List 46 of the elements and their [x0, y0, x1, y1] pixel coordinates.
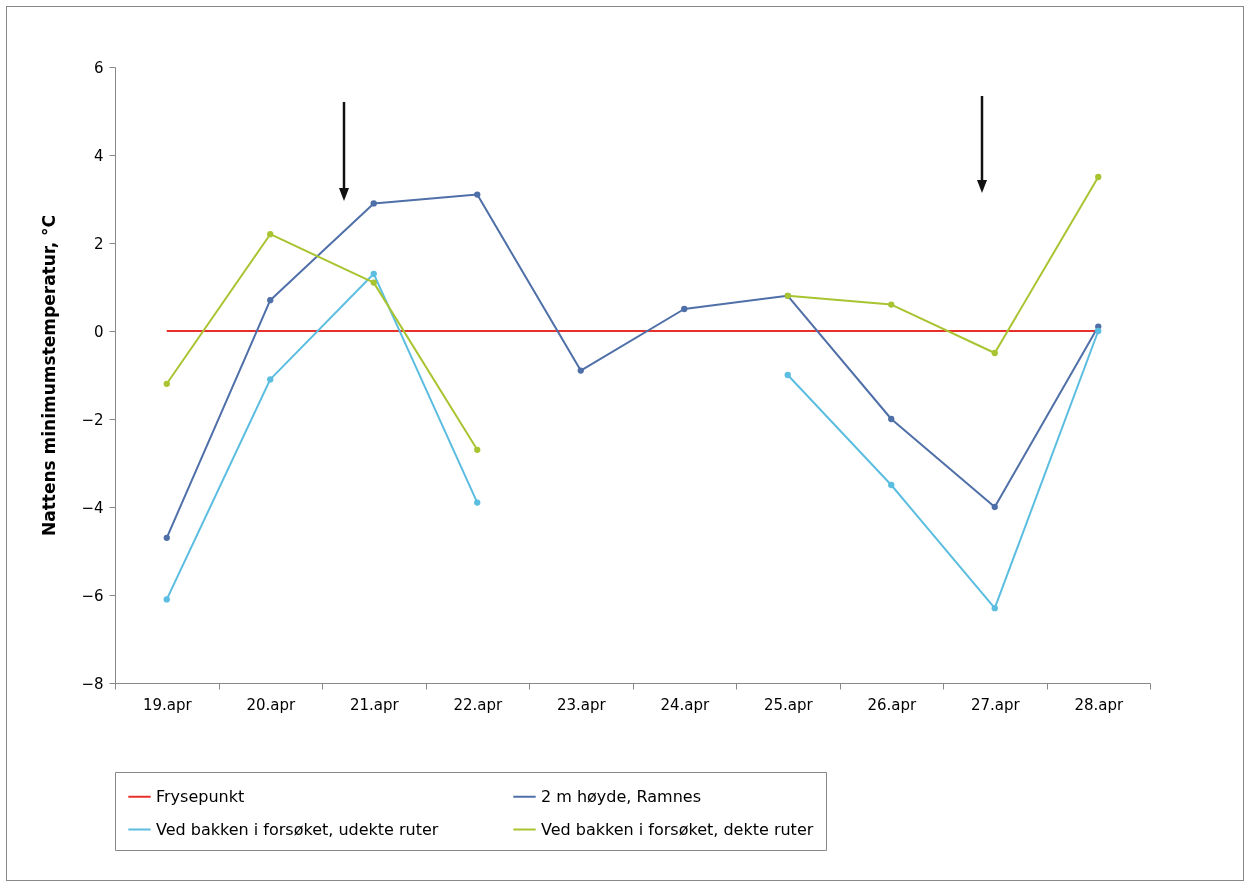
- x-tick-label: 26.apr: [867, 695, 917, 714]
- point: [888, 415, 895, 423]
- x-tick-label: 28.apr: [1074, 695, 1124, 714]
- point: [163, 534, 170, 541]
- point: [991, 503, 998, 511]
- point: [474, 446, 481, 453]
- point: [474, 191, 481, 198]
- x-tick-label: 27.apr: [970, 695, 1021, 714]
- point: [577, 367, 584, 374]
- y-tick-label: −2: [81, 410, 104, 429]
- legend-label: Ved bakken i forsøket, dekte ruter: [541, 819, 814, 839]
- x-tick-label: 20.apr: [246, 695, 296, 714]
- x-tick-label: 19.apr: [142, 695, 193, 714]
- point: [888, 301, 895, 308]
- point: [888, 481, 895, 489]
- legend-label: 2 m høyde, Ramnes: [541, 786, 701, 806]
- point: [681, 305, 688, 313]
- legend-label: Frysepunkt: [156, 786, 245, 806]
- point: [1095, 173, 1102, 181]
- y-axis-title: Nattens minimumstemperatur, °C: [39, 214, 60, 537]
- x-tick-label: 23.apr: [556, 695, 607, 714]
- x-tick-label: 24.apr: [660, 695, 710, 714]
- point: [991, 349, 998, 357]
- point: [163, 596, 170, 603]
- point: [1095, 327, 1102, 335]
- legend-label: Ved bakken i forsøket, udekte ruter: [156, 819, 439, 839]
- y-tick-label: 2: [93, 234, 104, 253]
- x-tick-label: 22.apr: [453, 695, 503, 714]
- x-tick-label: 25.apr: [763, 695, 814, 714]
- point: [991, 605, 998, 612]
- y-tick-label: 0: [93, 322, 104, 341]
- point: [267, 297, 274, 304]
- y-tick-label: −8: [81, 674, 104, 693]
- point: [370, 270, 377, 277]
- point: [474, 499, 481, 506]
- y-tick-label: −6: [81, 586, 104, 605]
- point: [370, 200, 377, 207]
- x-tick-label: 21.apr: [349, 695, 400, 714]
- point: [784, 371, 791, 379]
- point: [370, 279, 377, 286]
- point: [267, 231, 274, 238]
- y-tick-label: −4: [81, 498, 104, 517]
- y-tick-label: 4: [93, 146, 104, 165]
- y-tick-label: 6: [93, 58, 104, 77]
- point: [163, 380, 170, 387]
- point: [267, 376, 274, 383]
